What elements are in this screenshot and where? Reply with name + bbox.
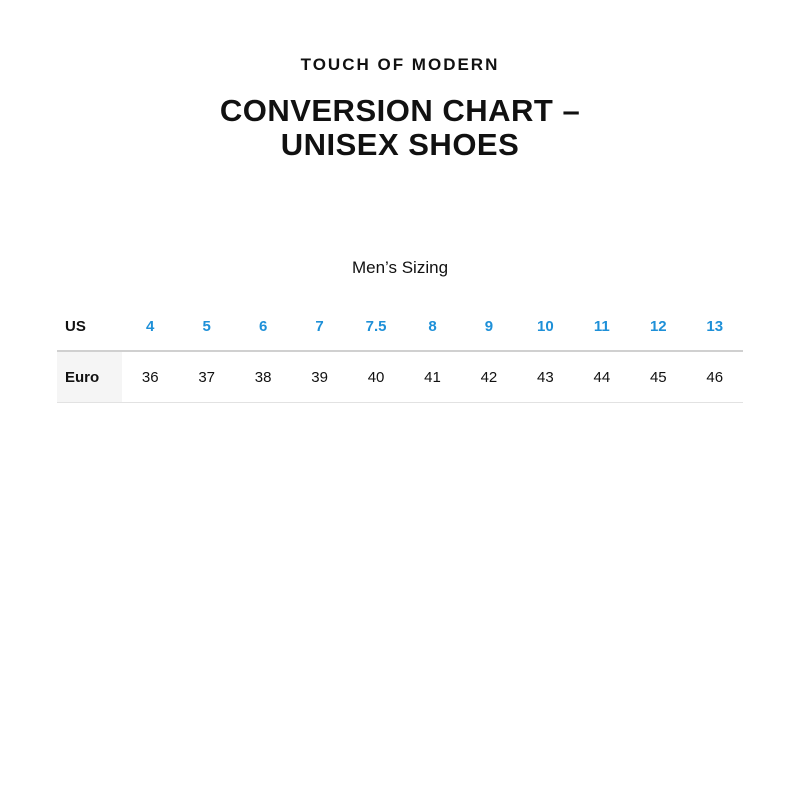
size-cell: 36: [122, 351, 179, 403]
size-cell: 11: [573, 302, 631, 352]
size-cell: 42: [460, 351, 518, 403]
size-conversion-table: US 4 5 6 7 7.5 8 9 10 11 12 13 Euro 36 37 38 39 40 41 42 43 4…: [57, 302, 743, 403]
size-cell: 40: [347, 351, 405, 403]
title-line-1: CONVERSION CHART –: [219, 93, 581, 128]
title-line-2: UNISEX SHOES: [280, 127, 520, 162]
us-size-row: US 4 5 6 7 7.5 8 9 10 11 12 13: [57, 302, 743, 352]
euro-size-row: Euro 36 37 38 39 40 41 42 43 44 45 46: [57, 351, 743, 403]
size-cell: 41: [404, 351, 461, 403]
row-label: Euro: [57, 351, 122, 403]
size-cell: 5: [178, 302, 235, 352]
size-cell: 8: [404, 302, 461, 352]
size-cell: 45: [630, 351, 687, 403]
size-cell: 38: [234, 351, 292, 403]
size-cell: 13: [686, 302, 743, 352]
size-cell: 7.5: [347, 302, 405, 352]
size-cell: 6: [234, 302, 292, 352]
page-title: CONVERSION CHART – UNISEX SHOES: [0, 94, 800, 162]
size-cell: 7: [291, 302, 348, 352]
size-cell: 37: [178, 351, 235, 403]
brand-logo: TOUCH OF MODERN: [300, 55, 500, 74]
size-cell: 9: [460, 302, 518, 352]
size-cell: 43: [517, 351, 574, 403]
size-cell: 10: [517, 302, 574, 352]
row-label: US: [57, 302, 122, 352]
table-caption: Men’s Sizing: [351, 258, 449, 277]
size-cell: 12: [630, 302, 687, 352]
size-cell: 44: [573, 351, 631, 403]
size-cell: 46: [686, 351, 743, 403]
size-cell: 4: [122, 302, 179, 352]
size-cell: 39: [291, 351, 348, 403]
